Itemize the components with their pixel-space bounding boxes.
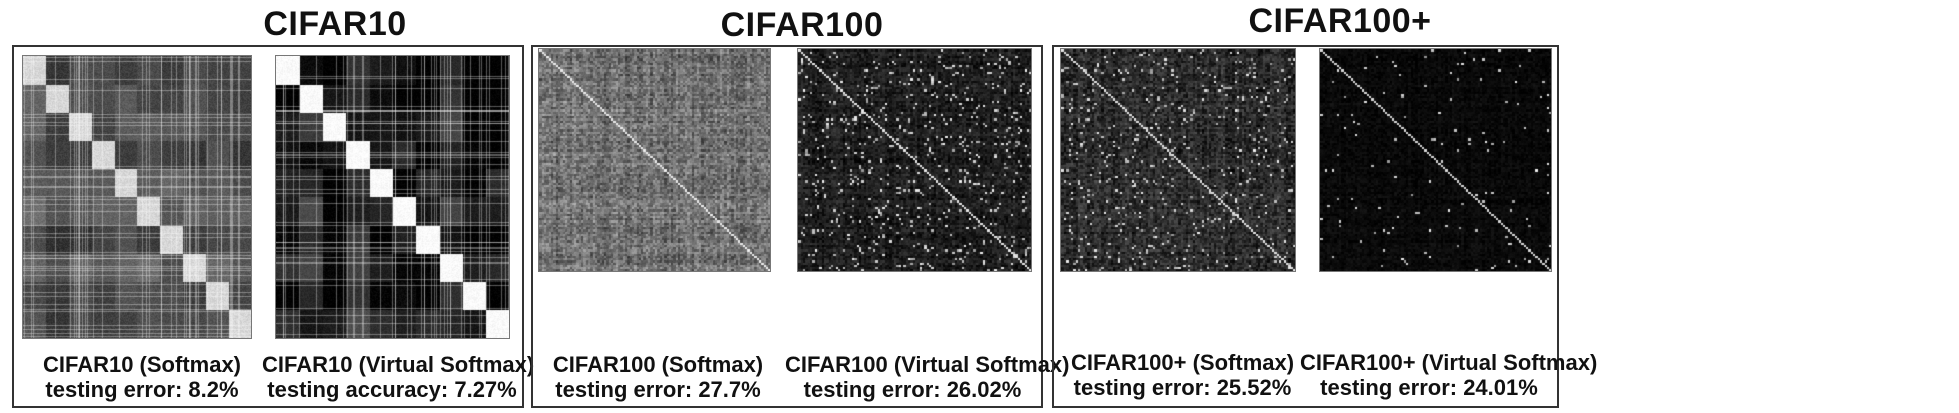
group-title-cifar10: CIFAR10	[263, 5, 407, 43]
similarity-matrix-image	[1319, 48, 1552, 272]
caption-metric: testing error: 24.01%	[1320, 375, 1538, 400]
caption-metric: testing error: 26.02%	[803, 377, 1022, 402]
caption-metric: testing error: 25.52%	[1073, 375, 1292, 400]
caption-title: CIFAR100 (Virtual Softmax)	[785, 352, 1070, 377]
heatmap-cifar100-softmax	[538, 48, 771, 272]
similarity-matrix-image	[275, 55, 510, 339]
caption-title: CIFAR10 (Virtual Softmax)	[262, 352, 535, 377]
heatmap-cifar100-virtual-softmax	[797, 48, 1032, 272]
group-box-cifar100-plus	[1052, 45, 1559, 408]
similarity-matrix-image	[22, 55, 252, 339]
caption-cifar100-plus-softmax: CIFAR100+ (Softmax) testing error: 25.52…	[1060, 350, 1305, 400]
caption-title: CIFAR100 (Softmax)	[552, 352, 764, 377]
caption-cifar100-softmax: CIFAR100 (Softmax) testing error: 27.7%	[538, 352, 778, 402]
group-box-cifar100	[531, 45, 1043, 408]
caption-cifar10-softmax: CIFAR10 (Softmax) testing error: 8.2%	[22, 352, 262, 402]
heatmap-cifar100-plus-softmax	[1060, 48, 1296, 272]
caption-cifar100-plus-virtual-softmax: CIFAR100+ (Virtual Softmax) testing erro…	[1300, 350, 1598, 400]
caption-title: CIFAR100+ (Softmax)	[1070, 350, 1295, 375]
caption-title: CIFAR10 (Softmax)	[42, 352, 242, 377]
similarity-matrix-image	[797, 48, 1032, 272]
caption-metric: testing error: 8.2%	[45, 377, 239, 402]
caption-title: CIFAR100+ (Virtual Softmax)	[1300, 350, 1598, 375]
similarity-matrix-image	[538, 48, 771, 272]
group-box-cifar10	[12, 45, 524, 408]
group-title-cifar100-plus: CIFAR100+	[1248, 2, 1432, 40]
heatmap-cifar10-softmax	[22, 55, 252, 339]
similarity-matrix-image	[1060, 48, 1296, 272]
heatmap-cifar10-virtual-softmax	[275, 55, 510, 339]
heatmap-cifar100-plus-virtual-softmax	[1319, 48, 1552, 272]
caption-metric: testing accuracy: 7.27%	[267, 377, 517, 402]
caption-metric: testing error: 27.7%	[555, 377, 761, 402]
caption-cifar10-virtual-softmax: CIFAR10 (Virtual Softmax) testing accura…	[262, 352, 535, 402]
caption-cifar100-virtual-softmax: CIFAR100 (Virtual Softmax) testing error…	[785, 352, 1070, 402]
group-title-cifar100: CIFAR100	[720, 6, 884, 44]
